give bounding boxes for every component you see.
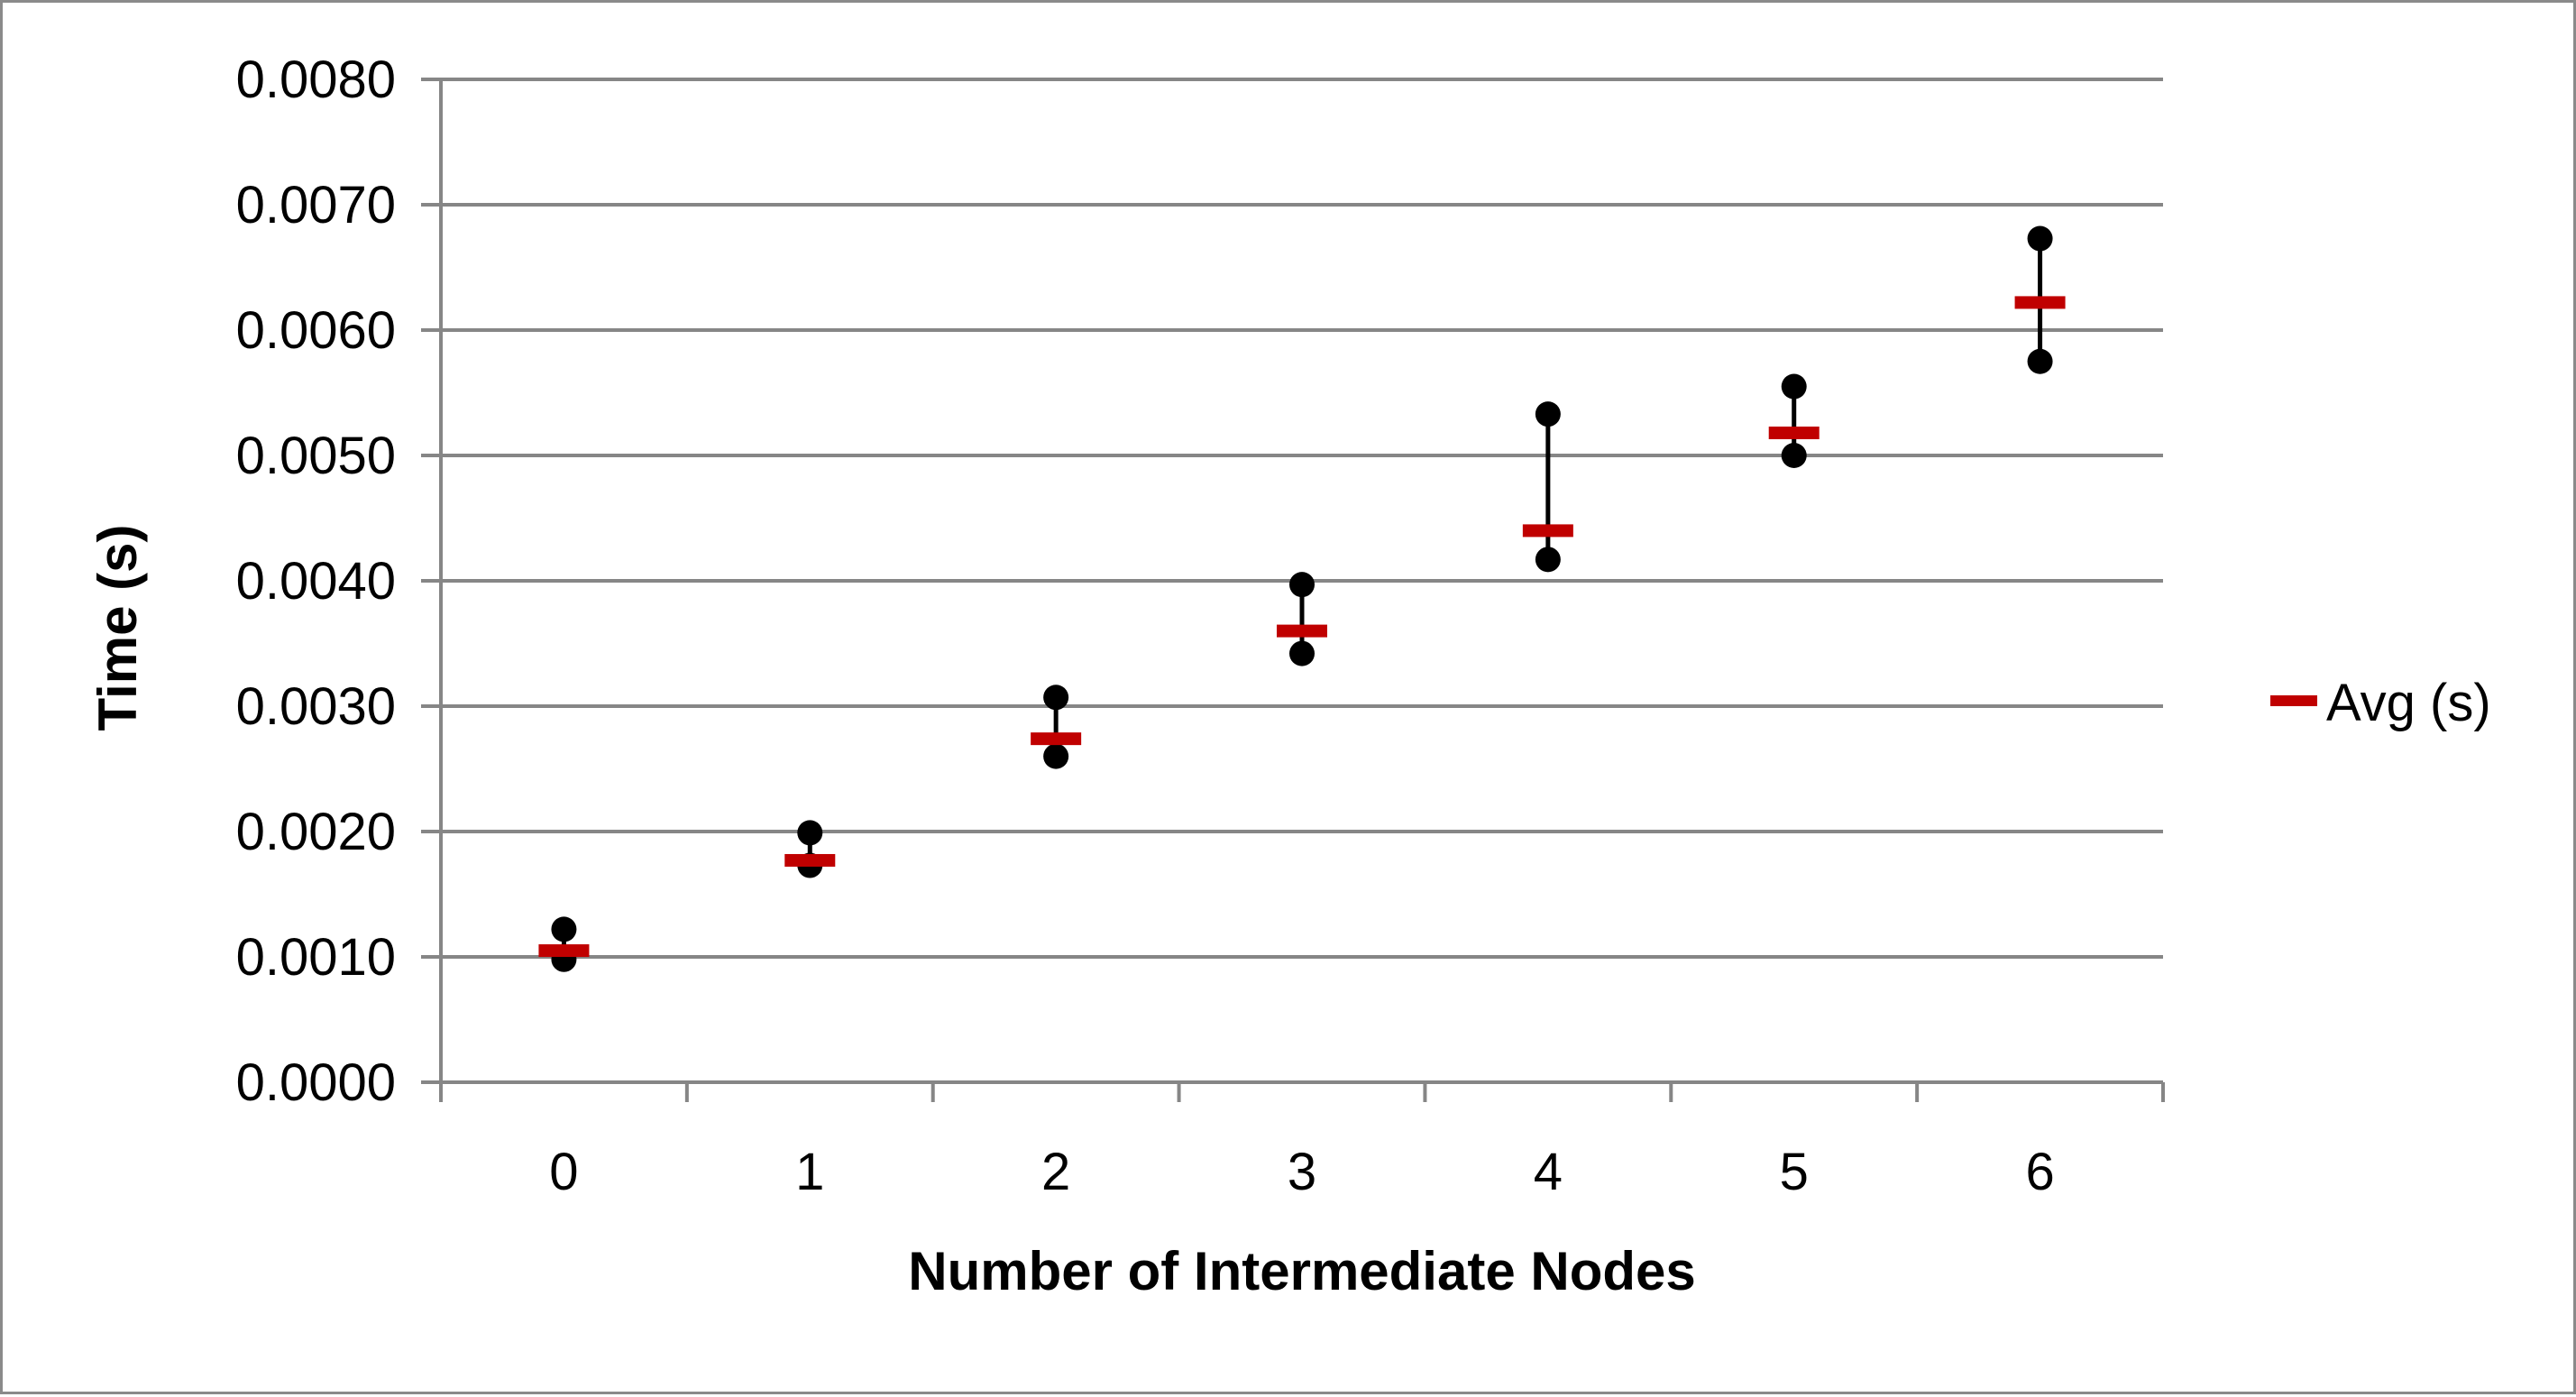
y-tick-label: 0.0040 — [236, 552, 396, 611]
range-high-point — [1289, 572, 1315, 598]
chart-svg: 0.0000 0.0010 0.0020 0.0030 0.0040 0.0050 0.00… — [87, 51, 2491, 1301]
range-bars — [551, 225, 2053, 972]
avg-marker — [1031, 732, 1082, 746]
range-high-point — [797, 820, 823, 846]
range-low-point — [1535, 547, 1561, 573]
y-tick-label: 0.0080 — [236, 51, 396, 109]
range-low-point — [1043, 743, 1069, 769]
avg-marker — [1277, 624, 1327, 638]
x-axis-title: Number of Intermediate Nodes — [908, 1241, 1696, 1301]
gridlines — [441, 78, 2163, 959]
x-tick-label: 3 — [1288, 1143, 1316, 1201]
x-tick-label: 2 — [1041, 1143, 1070, 1201]
range-low-point — [1289, 640, 1315, 666]
y-tick-label: 0.0020 — [236, 803, 396, 861]
x-tick-label: 1 — [795, 1143, 824, 1201]
axes — [421, 78, 2165, 1102]
y-tick-label: 0.0000 — [236, 1053, 396, 1112]
legend: Avg (s) — [2270, 674, 2491, 732]
avg-markers — [538, 296, 2066, 958]
y-axis-title: Time (s) — [87, 525, 148, 731]
legend-label-avg: Avg (s) — [2326, 674, 2491, 732]
range-high-point — [1781, 373, 1807, 400]
y-tick-label: 0.0070 — [236, 176, 396, 234]
avg-marker — [2014, 296, 2066, 309]
avg-marker — [1768, 426, 1820, 439]
range-high-point — [2027, 225, 2053, 252]
range-low-point — [1781, 443, 1807, 468]
range-high-point — [1043, 685, 1069, 711]
legend-swatch-avg — [2270, 695, 2317, 706]
x-tick-label: 6 — [2025, 1143, 2054, 1201]
range-high-point — [1535, 401, 1561, 427]
y-tick-labels: 0.0000 0.0010 0.0020 0.0030 0.0040 0.0050 0.00… — [236, 51, 396, 1112]
y-tick-label: 0.0060 — [236, 301, 396, 360]
x-tick-label: 0 — [549, 1143, 578, 1201]
x-tick-label: 5 — [1780, 1143, 1809, 1201]
range-high-point — [551, 916, 577, 942]
y-tick-label: 0.0010 — [236, 928, 396, 987]
y-tick-label: 0.0030 — [236, 677, 396, 736]
x-tick-labels: 0 1 2 3 4 5 6 — [549, 1143, 2054, 1201]
avg-marker — [538, 944, 590, 958]
avg-marker — [1522, 524, 1573, 538]
range-low-point — [2027, 348, 2053, 374]
avg-marker — [784, 853, 836, 867]
y-tick-label: 0.0050 — [236, 427, 396, 485]
x-tick-label: 4 — [1534, 1143, 1563, 1201]
